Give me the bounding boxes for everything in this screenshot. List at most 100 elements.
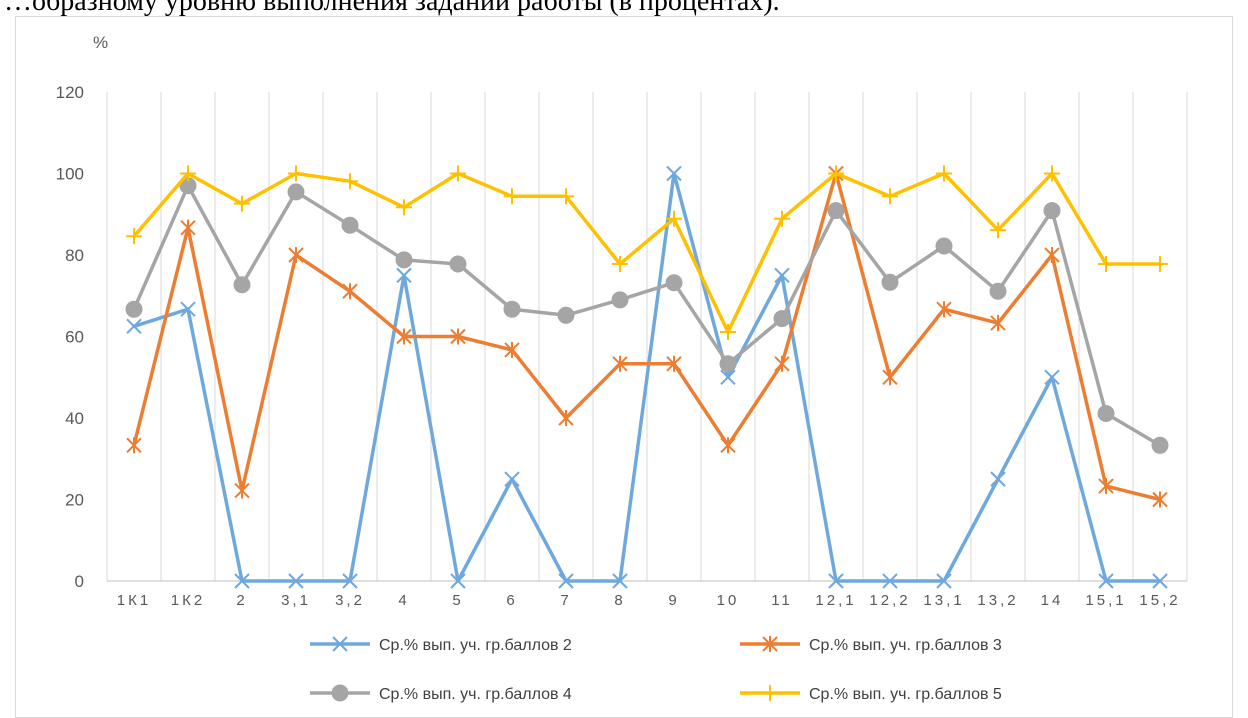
document-caption-fragment: …образному уровню выполнения заданий раб… — [4, 0, 780, 16]
data-point — [341, 216, 359, 234]
x-tick-label: 11 — [771, 592, 793, 609]
data-point — [234, 482, 250, 499]
data-point — [828, 573, 844, 589]
x-tick-label: 10 — [717, 592, 740, 609]
data-point — [342, 573, 358, 589]
x-tick-label: 3,2 — [335, 592, 365, 609]
data-point — [720, 437, 736, 454]
data-point — [557, 306, 575, 324]
x-tick-label: 13,1 — [923, 592, 964, 609]
x-tick-label: 3,1 — [281, 592, 311, 609]
data-point — [762, 685, 778, 701]
data-point — [1151, 436, 1169, 454]
y-axis-label: % — [93, 33, 108, 52]
y-tick-label: 120 — [56, 83, 84, 102]
data-point — [774, 210, 790, 227]
x-tick-label: 7 — [560, 592, 571, 609]
data-point — [882, 573, 898, 589]
data-point — [180, 165, 196, 182]
x-tick-label: 4 — [398, 592, 409, 609]
data-point — [395, 251, 413, 269]
data-point — [396, 328, 412, 345]
data-point — [989, 282, 1007, 300]
data-point — [449, 255, 467, 273]
data-point — [288, 247, 304, 263]
legend-item: Ср.% вып. уч. гр.баллов 2 — [310, 636, 572, 654]
data-point — [1043, 202, 1061, 220]
data-point — [1097, 405, 1115, 423]
y-tick-label: 100 — [56, 165, 84, 184]
data-point — [126, 437, 142, 454]
data-point — [774, 355, 790, 372]
series-4 — [126, 165, 1168, 341]
y-tick-label: 0 — [75, 572, 84, 591]
series-line — [132, 171, 1162, 502]
data-point — [1098, 573, 1114, 589]
data-point — [288, 165, 304, 182]
data-point — [450, 165, 466, 182]
data-point — [558, 573, 574, 589]
legend-item: Ср.% вып. уч. гр.баллов 4 — [310, 684, 572, 703]
data-point — [1152, 255, 1168, 272]
data-point — [720, 369, 736, 385]
data-point — [396, 199, 412, 216]
data-point — [1152, 573, 1168, 589]
data-point — [1044, 369, 1060, 385]
data-point — [936, 165, 952, 182]
legend: Ср.% вып. уч. гр.баллов 2 Ср.% вып. уч. г… — [310, 636, 1002, 703]
legend-label: Ср.% вып. уч. гр.баллов 3 — [809, 637, 1002, 654]
data-point — [1044, 165, 1060, 182]
x-tick-label: 6 — [506, 592, 517, 609]
data-point — [287, 183, 305, 201]
data-point — [558, 188, 574, 205]
data-point — [342, 173, 358, 190]
x-tick-label: 9 — [668, 592, 679, 609]
data-point — [1098, 255, 1114, 272]
y-tick-labels: 0 20 40 60 80 100 120 — [56, 83, 84, 591]
data-point — [990, 315, 1006, 332]
data-point — [331, 684, 349, 702]
data-point — [504, 188, 520, 205]
data-point — [234, 195, 250, 212]
series-line — [132, 183, 1162, 448]
data-point — [762, 636, 778, 652]
series-line — [132, 171, 1162, 583]
data-point — [882, 369, 898, 386]
data-point — [935, 237, 953, 255]
grid-lines — [106, 92, 1188, 582]
series-line — [132, 171, 1162, 334]
data-point — [503, 300, 521, 318]
data-point — [558, 410, 574, 426]
data-point — [1044, 247, 1060, 263]
x-tick-label: 15,2 — [1139, 592, 1180, 609]
data-point — [125, 300, 143, 318]
series-1 — [126, 165, 1168, 589]
y-tick-label: 80 — [65, 246, 84, 265]
data-point — [990, 222, 1006, 239]
x-tick-label: 5 — [452, 592, 463, 609]
x-tick-label: 15,1 — [1085, 592, 1126, 609]
data-point — [936, 301, 952, 318]
x-tick-label: 8 — [614, 592, 625, 609]
data-point — [342, 283, 358, 300]
y-tick-label: 20 — [65, 491, 84, 510]
data-point — [1152, 491, 1168, 508]
data-point — [666, 165, 682, 182]
data-point — [234, 573, 250, 589]
series-2 — [126, 165, 1168, 508]
data-point — [504, 341, 520, 358]
data-point — [990, 471, 1006, 487]
data-point — [126, 228, 142, 245]
x-tick-label: 14 — [1041, 592, 1064, 609]
data-point — [774, 267, 790, 284]
data-point — [665, 274, 683, 292]
data-point — [1098, 478, 1114, 495]
legend-label: Ср.% вып. уч. гр.баллов 5 — [809, 686, 1002, 703]
x-tick-label: 13,2 — [977, 592, 1018, 609]
data-point — [450, 573, 466, 589]
data-point — [666, 355, 682, 372]
x-tick-labels: 1К1 1К2 2 3,1 3,2 4 5 6 7 8 9 10 11 12,1 12,2 13,1 13,2 1… — [117, 592, 1180, 609]
data-point — [396, 267, 412, 284]
x-tick-label: 12,2 — [869, 592, 910, 609]
x-tick-label: 2 — [236, 592, 247, 609]
